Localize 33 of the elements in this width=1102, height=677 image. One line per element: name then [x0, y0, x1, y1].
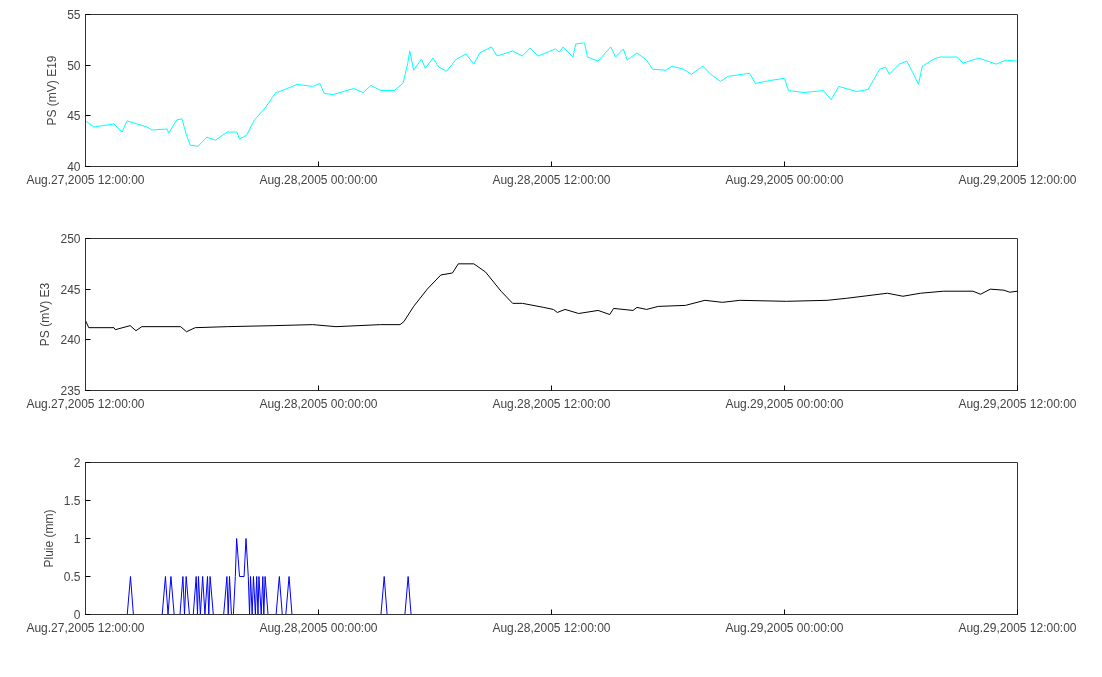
y-axis-title: PS (mV) E3 — [38, 282, 53, 347]
y-tick-label: 50 — [67, 58, 81, 73]
x-tick-label: Aug.28,2005 00:00:00 — [259, 620, 378, 635]
y-tick-label: 250 — [60, 232, 81, 246]
y-axis-title: Pluie (mm) — [41, 509, 56, 568]
y-tick-label: 1.5 — [63, 494, 81, 508]
x-tick-label: Aug.29,2005 12:00:00 — [958, 620, 1077, 635]
line-series — [85, 263, 1018, 333]
x-tick-label: Aug.28,2005 12:00:00 — [492, 620, 611, 635]
y-tick-label: 1 — [73, 532, 81, 546]
x-tick-label: Aug.27,2005 12:00:00 — [26, 620, 145, 635]
x-tick-label: Aug.29,2005 12:00:00 — [958, 396, 1077, 411]
line-series — [85, 42, 1018, 147]
y-tick-label: 245 — [60, 282, 81, 297]
y-tick-label: 45 — [67, 109, 81, 124]
y-tick-label: 2 — [73, 456, 81, 470]
y-tick-label: 55 — [67, 8, 81, 22]
x-tick-label: Aug.29,2005 00:00:00 — [725, 396, 844, 411]
x-tick-label: Aug.28,2005 00:00:00 — [259, 396, 378, 411]
y-tick-label: 0.5 — [63, 570, 81, 584]
x-tick-label: Aug.28,2005 12:00:00 — [492, 396, 611, 411]
x-tick-label: Aug.28,2005 12:00:00 — [492, 172, 611, 187]
y-tick-label: 240 — [60, 333, 81, 348]
x-tick-label: Aug.27,2005 12:00:00 — [26, 172, 145, 187]
y-tick-label: 0 — [73, 608, 81, 622]
x-tick-label: Aug.27,2005 12:00:00 — [26, 396, 145, 411]
y-axis-title: PS (mV) E19 — [45, 55, 60, 126]
x-tick-label: Aug.29,2005 00:00:00 — [725, 172, 844, 187]
x-tick-label: Aug.29,2005 12:00:00 — [958, 172, 1077, 187]
y-tick-label: 40 — [67, 160, 81, 174]
x-tick-label: Aug.29,2005 00:00:00 — [725, 620, 844, 635]
x-tick-label: Aug.28,2005 00:00:00 — [259, 172, 378, 187]
y-tick-label: 235 — [60, 384, 81, 398]
